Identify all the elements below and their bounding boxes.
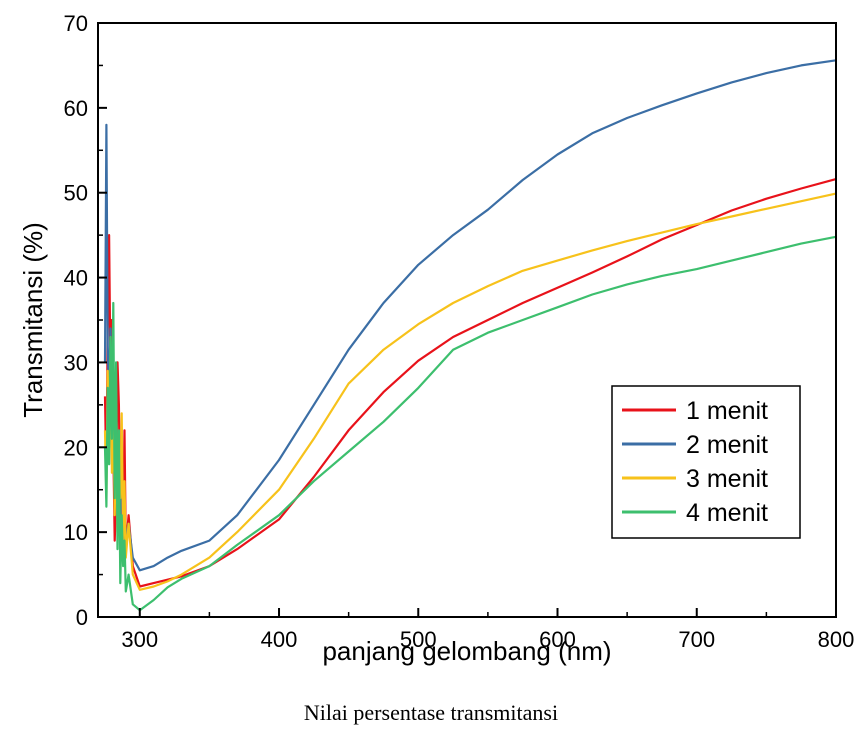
y-tick-label: 10 <box>64 520 88 545</box>
y-tick-label: 50 <box>64 181 88 206</box>
legend-label-2: 2 menit <box>686 431 768 459</box>
y-axis-title: Transmitansi (%) <box>18 222 48 418</box>
x-tick-label: 700 <box>678 627 715 652</box>
transmittance-chart: 300 400 500 600 700 800 0 10 20 30 40 50 60 70 panjan… <box>18 11 855 666</box>
x-tick-label: 600 <box>539 627 576 652</box>
x-tick-label: 800 <box>818 627 855 652</box>
x-axis-title: panjang gelombang (nm) <box>322 636 611 666</box>
figure-caption: Nilai persentase transmitansi <box>303 700 559 725</box>
y-tick-label: 0 <box>76 605 88 630</box>
axis-layer: 300 400 500 600 700 800 0 10 20 30 40 50 60 70 <box>64 11 855 652</box>
y-tick-label: 30 <box>64 350 88 375</box>
series-line-4 <box>103 235 837 612</box>
y-tick-label: 40 <box>64 266 88 291</box>
legend-label-1: 1 menit <box>686 397 768 425</box>
y-tick-label: 20 <box>64 435 88 460</box>
series-layer <box>103 59 837 612</box>
legend: 1 menit 2 menit 3 menit 4 menit <box>611 385 801 539</box>
x-tick-label: 400 <box>261 627 298 652</box>
x-tick-label: 300 <box>121 627 158 652</box>
x-tick-label: 500 <box>400 627 437 652</box>
y-tick-label: 60 <box>64 96 88 121</box>
legend-label-3: 3 menit <box>686 465 768 493</box>
y-tick-label: 70 <box>64 11 88 36</box>
legend-label-4: 4 menit <box>686 499 768 527</box>
